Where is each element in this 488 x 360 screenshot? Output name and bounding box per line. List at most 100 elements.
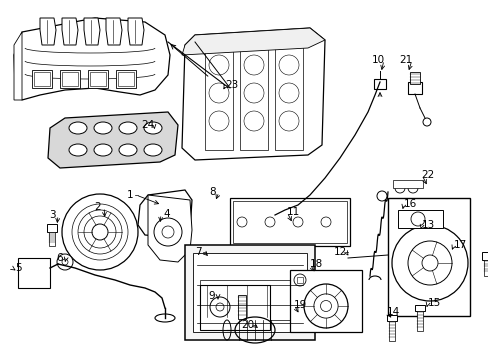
Circle shape: [208, 55, 228, 75]
Ellipse shape: [143, 144, 162, 156]
Bar: [232, 201, 346, 243]
Circle shape: [376, 191, 386, 201]
Circle shape: [320, 217, 330, 227]
Circle shape: [162, 226, 174, 238]
Bar: [240, 45, 267, 150]
Circle shape: [279, 83, 298, 103]
Bar: [481, 252, 488, 260]
Circle shape: [162, 225, 167, 230]
Bar: [116, 70, 136, 88]
Ellipse shape: [69, 144, 87, 156]
Circle shape: [208, 83, 228, 103]
Text: 16: 16: [403, 199, 416, 209]
Circle shape: [62, 259, 68, 265]
Text: 20: 20: [241, 320, 254, 330]
Text: 2: 2: [95, 202, 101, 212]
Polygon shape: [84, 18, 100, 45]
Circle shape: [158, 208, 172, 222]
Circle shape: [244, 55, 264, 75]
Circle shape: [237, 217, 246, 227]
Bar: [62, 72, 78, 86]
Circle shape: [209, 297, 229, 317]
Circle shape: [320, 301, 331, 311]
Bar: [204, 45, 232, 150]
Polygon shape: [48, 112, 178, 168]
Circle shape: [72, 204, 128, 260]
Circle shape: [62, 194, 138, 270]
Text: 19: 19: [293, 300, 306, 310]
Polygon shape: [182, 28, 325, 55]
Circle shape: [279, 111, 298, 131]
Bar: [229, 198, 349, 246]
Bar: [289, 270, 361, 332]
Circle shape: [154, 218, 182, 246]
Bar: [416, 311, 422, 331]
Text: 10: 10: [371, 55, 384, 65]
Text: 14: 14: [386, 307, 399, 317]
Text: 9: 9: [208, 291, 215, 301]
Bar: [274, 45, 303, 150]
Bar: [88, 70, 108, 88]
Text: 1: 1: [126, 190, 133, 200]
Bar: [200, 285, 269, 330]
Circle shape: [92, 224, 108, 240]
Text: 22: 22: [421, 170, 434, 180]
Polygon shape: [14, 18, 170, 100]
Circle shape: [84, 216, 116, 248]
Bar: [118, 72, 134, 86]
Text: 8: 8: [209, 187, 216, 197]
Text: 12: 12: [333, 247, 346, 257]
Circle shape: [57, 254, 73, 270]
Circle shape: [230, 316, 239, 324]
Bar: [387, 198, 469, 316]
Text: 17: 17: [452, 240, 466, 250]
Ellipse shape: [119, 122, 137, 134]
Bar: [392, 180, 422, 188]
Polygon shape: [14, 32, 22, 100]
Text: 21: 21: [399, 55, 412, 65]
Bar: [238, 295, 245, 319]
Bar: [407, 82, 421, 94]
Polygon shape: [138, 190, 192, 238]
Text: 18: 18: [309, 259, 322, 269]
Circle shape: [279, 55, 298, 75]
Polygon shape: [40, 18, 56, 45]
Bar: [18, 258, 50, 288]
Text: 15: 15: [427, 298, 440, 308]
Polygon shape: [128, 18, 143, 45]
Bar: [60, 70, 80, 88]
Circle shape: [224, 310, 244, 330]
Polygon shape: [106, 18, 122, 45]
Circle shape: [394, 183, 404, 193]
Bar: [32, 70, 52, 88]
Circle shape: [216, 303, 224, 311]
Ellipse shape: [69, 122, 87, 134]
Bar: [414, 305, 424, 311]
Polygon shape: [182, 28, 325, 160]
Circle shape: [293, 274, 305, 286]
Text: 3: 3: [49, 210, 55, 220]
Bar: [193, 253, 306, 332]
Text: 23: 23: [225, 80, 238, 90]
Bar: [47, 224, 57, 232]
Ellipse shape: [94, 144, 112, 156]
Polygon shape: [148, 195, 192, 262]
Text: 11: 11: [286, 207, 299, 217]
Text: 4: 4: [163, 209, 170, 219]
Bar: [388, 321, 394, 341]
Polygon shape: [62, 18, 78, 45]
Text: 24: 24: [141, 120, 154, 130]
Ellipse shape: [119, 144, 137, 156]
Circle shape: [78, 210, 122, 254]
Circle shape: [150, 200, 180, 230]
Bar: [409, 72, 419, 84]
Circle shape: [162, 201, 167, 206]
Text: 5: 5: [15, 263, 21, 273]
Bar: [184, 245, 314, 340]
Circle shape: [264, 217, 274, 227]
Circle shape: [174, 212, 179, 217]
Bar: [90, 72, 106, 86]
Bar: [373, 79, 385, 89]
Circle shape: [391, 225, 467, 301]
Ellipse shape: [94, 122, 112, 134]
